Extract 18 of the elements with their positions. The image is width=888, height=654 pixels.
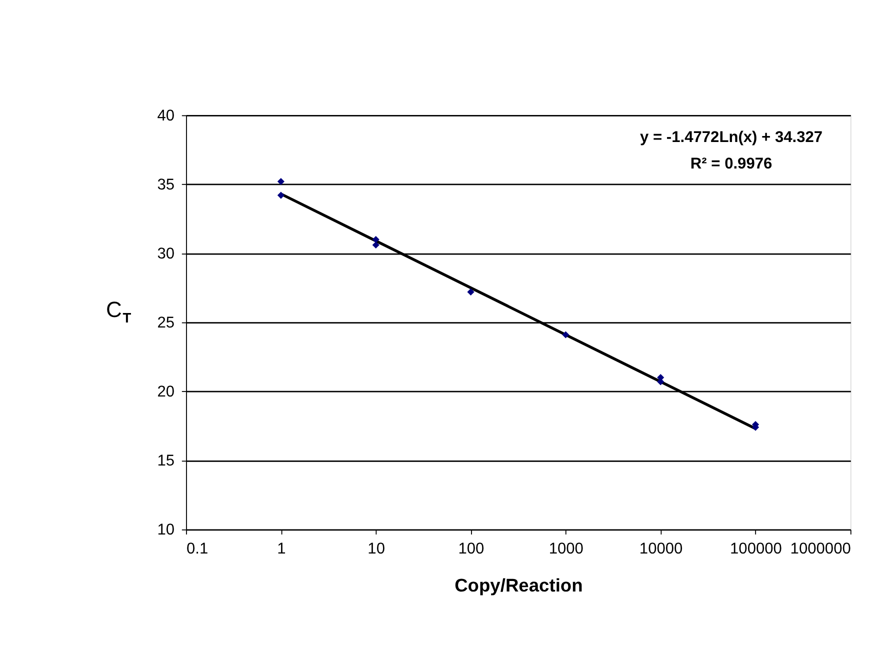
x-tick-label: 100000 [730, 540, 782, 558]
y-tick-label: 20 [157, 383, 175, 400]
annotation: y = -1.4772Ln(x) + 34.327 [640, 128, 823, 146]
annotation: R² = 0.9976 [690, 155, 773, 172]
x-tick-label: 10 [368, 540, 386, 558]
x-tick-label: 100 [458, 540, 485, 558]
y-tick-label: 30 [157, 245, 175, 262]
y-tick-label: 35 [157, 176, 175, 194]
y-tick-label: 40 [157, 107, 175, 124]
x-tick-label: 0.1 [186, 540, 208, 558]
x-tick-label: 1000000 [790, 540, 852, 558]
y-tick-label: 15 [157, 452, 175, 470]
y-tick-label: 10 [157, 521, 175, 538]
y-tick-label: 25 [157, 314, 175, 332]
x-tick-label: 1 [277, 540, 286, 558]
x-tick-label: 10000 [639, 540, 684, 558]
x-axis-title: Copy/Reaction [454, 574, 583, 596]
x-tick-label: 1000 [548, 540, 584, 558]
